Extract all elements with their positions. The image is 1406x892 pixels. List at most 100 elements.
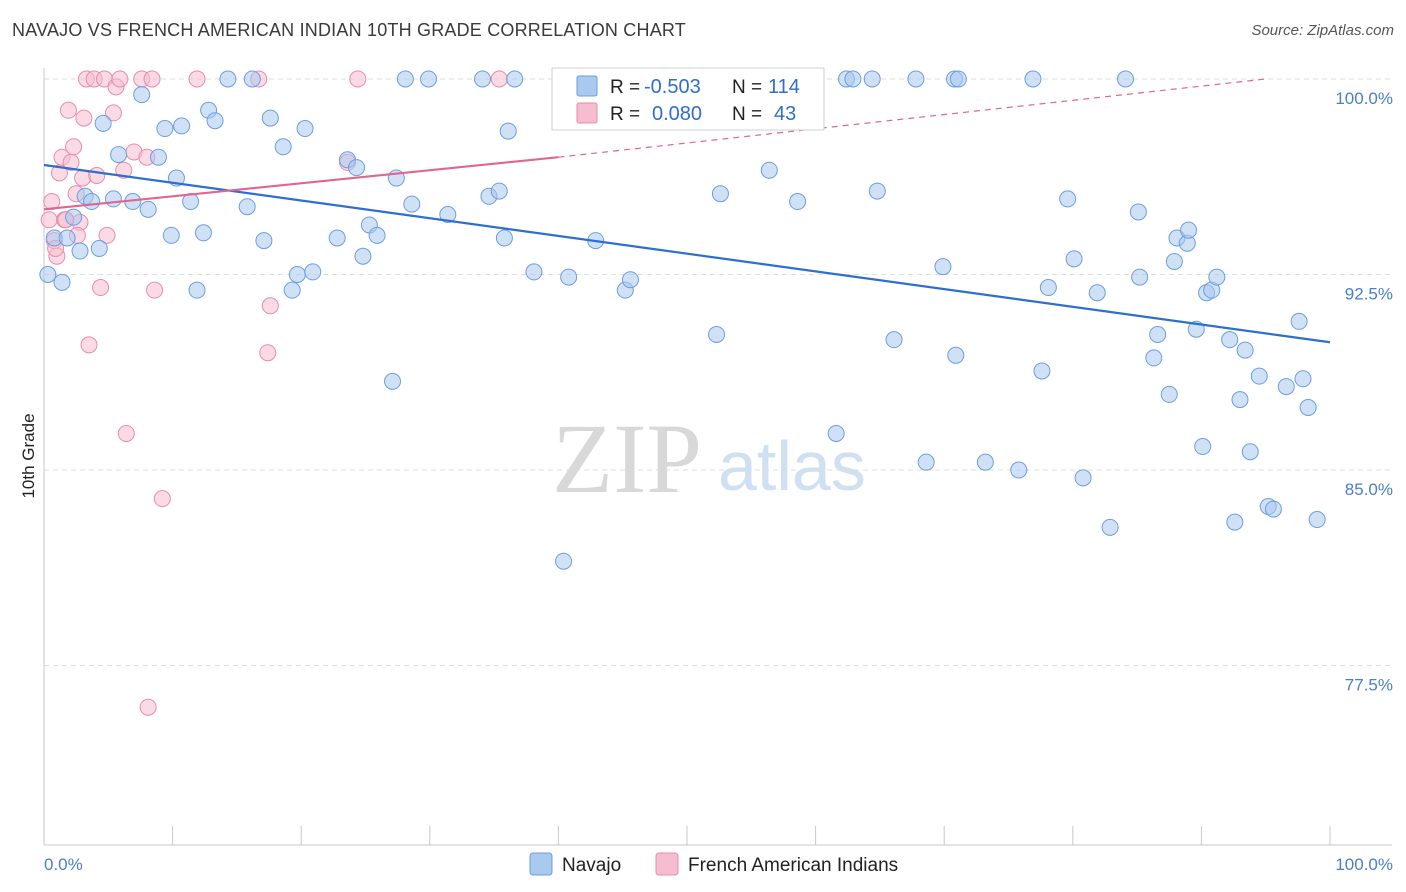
data-point-navajo <box>917 453 935 471</box>
grid-lines <box>44 78 1392 666</box>
data-point-navajo <box>525 263 543 281</box>
data-point-navajo <box>1299 398 1317 416</box>
data-point-navajo <box>1059 190 1077 208</box>
series-navajo <box>39 70 1326 570</box>
data-point-french-american-indians <box>139 698 157 716</box>
data-point-french-american-indians <box>261 297 279 315</box>
data-point-french-american-indians <box>104 104 122 122</box>
data-point-navajo <box>560 268 578 286</box>
data-point-navajo <box>1160 385 1178 403</box>
data-point-french-american-indians <box>490 70 508 88</box>
data-point-navajo <box>384 372 402 390</box>
data-point-navajo <box>274 138 292 156</box>
data-point-navajo <box>1033 362 1051 380</box>
data-point-navajo <box>347 159 365 177</box>
data-point-french-american-indians <box>143 70 161 88</box>
data-point-navajo <box>255 232 273 250</box>
data-point-navajo <box>1024 70 1042 88</box>
data-point-navajo <box>844 70 862 88</box>
data-point-navajo <box>296 120 314 138</box>
data-point-navajo <box>947 346 965 364</box>
data-point-navajo <box>495 229 513 247</box>
data-point-french-american-indians <box>153 490 171 508</box>
data-point-navajo <box>403 195 421 213</box>
bottom-legend-label-french: French American Indians <box>688 855 898 876</box>
data-point-navajo <box>1231 391 1249 409</box>
data-point-navajo <box>261 109 279 127</box>
y-tick-labels: 100.0% 92.5% 85.0% 77.5% <box>1335 89 1393 695</box>
data-point-navajo <box>1129 203 1147 221</box>
data-point-french-american-indians <box>92 279 110 297</box>
data-point-navajo <box>110 146 128 164</box>
data-point-navajo <box>1074 469 1092 487</box>
axes <box>43 68 1392 846</box>
data-point-navajo <box>58 229 76 247</box>
data-point-navajo <box>396 70 414 88</box>
data-point-navajo <box>1194 438 1212 456</box>
data-point-navajo <box>760 161 778 179</box>
legend-r-label-french: R = <box>610 104 640 125</box>
stats-legend: R = -0.503 N = 114 R = 0.080 N = 43 <box>551 67 825 131</box>
data-point-french-american-indians <box>98 226 116 244</box>
data-point-french-american-indians <box>59 101 77 119</box>
data-point-navajo <box>83 193 101 211</box>
y-tick-label: 77.5% <box>1345 676 1393 695</box>
data-point-navajo <box>1241 443 1259 461</box>
data-point-navajo <box>304 263 322 281</box>
data-point-navajo <box>1145 349 1163 367</box>
bottom-legend-swatch-french <box>655 852 679 876</box>
y-tick-label: 85.0% <box>1345 480 1393 499</box>
data-point-french-american-indians <box>65 138 83 156</box>
data-point-navajo <box>1221 331 1239 349</box>
chart-source: Source: ZipAtlas.com <box>1251 22 1394 39</box>
legend-r-label-navajo: R = <box>610 77 640 98</box>
data-point-navajo <box>243 70 261 88</box>
data-point-navajo <box>863 70 881 88</box>
data-point-navajo <box>1264 500 1282 518</box>
data-point-navajo <box>90 239 108 257</box>
watermark-zip: ZIP <box>552 403 702 514</box>
data-point-french-american-indians <box>80 336 98 354</box>
data-point-navajo <box>490 182 508 200</box>
data-point-navajo <box>1180 221 1198 239</box>
data-point-navajo <box>1039 279 1057 297</box>
data-point-navajo <box>139 200 157 218</box>
data-point-navajo <box>1165 252 1183 270</box>
x-tick-label-min: 0.0% <box>44 855 83 874</box>
data-point-navajo <box>1149 325 1167 343</box>
data-point-navajo <box>156 120 174 138</box>
data-point-navajo <box>1226 513 1244 531</box>
data-point-french-american-indians <box>40 211 58 229</box>
data-point-navajo <box>94 114 112 132</box>
data-point-french-american-indians <box>146 281 164 299</box>
data-point-french-american-indians <box>111 70 129 88</box>
data-point-navajo <box>39 266 57 283</box>
data-point-navajo <box>1290 312 1308 330</box>
data-point-navajo <box>868 182 886 200</box>
data-point-french-american-indians <box>259 344 277 362</box>
data-point-french-american-indians <box>188 70 206 88</box>
data-point-navajo <box>499 122 517 140</box>
data-point-navajo <box>1101 518 1119 536</box>
data-point-navajo <box>238 198 256 216</box>
data-point-navajo <box>885 331 903 349</box>
data-point-navajo <box>1065 250 1083 268</box>
legend-n-label-navajo: N = <box>732 77 762 98</box>
data-point-navajo <box>1010 461 1028 479</box>
data-point-navajo <box>104 190 122 208</box>
data-point-navajo <box>907 70 925 88</box>
data-point-navajo <box>949 70 967 88</box>
data-point-navajo <box>65 208 83 226</box>
data-point-navajo <box>288 266 306 283</box>
data-point-navajo <box>133 86 151 104</box>
data-point-navajo <box>173 117 191 135</box>
chart-title: NAVAJO VS FRENCH AMERICAN INDIAN 10TH GR… <box>12 20 686 40</box>
data-point-navajo <box>194 224 212 242</box>
data-point-navajo <box>1208 268 1226 286</box>
data-point-navajo <box>53 273 71 291</box>
watermark-atlas: atlas <box>718 427 866 505</box>
x-tick-label-max: 100.0% <box>1335 855 1393 874</box>
series-legend: Navajo French American Indians <box>529 852 898 876</box>
data-point-navajo <box>789 193 807 211</box>
